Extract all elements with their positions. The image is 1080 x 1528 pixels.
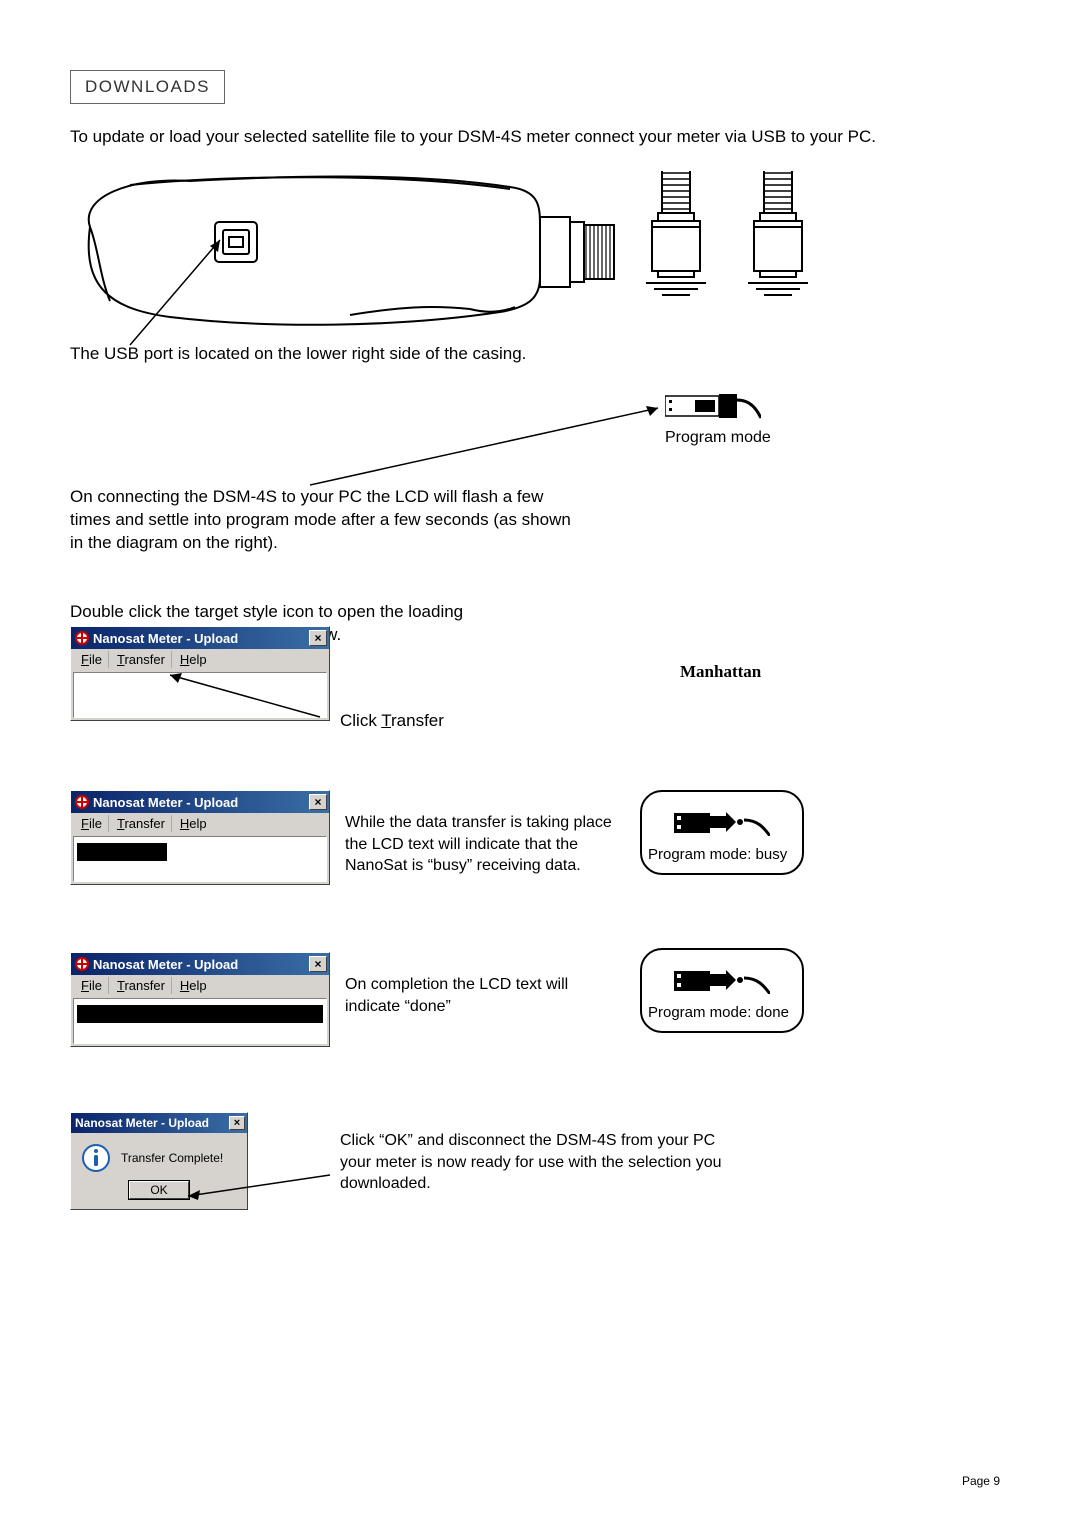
usb-plug-icon xyxy=(674,968,770,994)
usb-plug-icon-small xyxy=(665,392,761,420)
done-text: On completion the LCD text will indicate… xyxy=(345,974,605,1017)
lcd-busy-text: Program mode: busy xyxy=(648,846,796,863)
menu-transfer[interactable]: Transfer xyxy=(111,977,172,994)
usb-pointer-arrow xyxy=(70,150,270,360)
lcd-busy-bubble: Program mode: busy xyxy=(640,790,804,875)
upload-window-3: Nanosat Meter - Upload × File Transfer H… xyxy=(70,952,330,1047)
click-transfer-label: Click Transfer xyxy=(340,710,444,733)
titlebar: Nanosat Meter - Upload × xyxy=(71,627,329,649)
section-heading-downloads: DOWNLOADS xyxy=(70,70,225,104)
usb-plug-icon xyxy=(674,810,770,836)
menu-file[interactable]: File xyxy=(75,815,109,832)
titlebar: Nanosat Meter - Upload × xyxy=(71,791,329,813)
dialog-titlebar: Nanosat Meter - Upload × xyxy=(71,1113,247,1133)
upload-window-2: Nanosat Meter - Upload × File Transfer H… xyxy=(70,790,330,885)
window-title: Nanosat Meter - Upload xyxy=(93,631,238,646)
info-icon xyxy=(81,1143,111,1173)
app-icon xyxy=(75,957,89,971)
busy-text: While the data transfer is taking place … xyxy=(345,812,635,877)
menu-help[interactable]: Help xyxy=(174,815,214,832)
menu-help[interactable]: Help xyxy=(174,977,214,994)
menu-transfer[interactable]: Transfer xyxy=(111,815,172,832)
titlebar: Nanosat Meter - Upload × xyxy=(71,953,329,975)
program-mode-label: Program mode xyxy=(665,427,771,449)
window-body xyxy=(73,836,327,882)
page-number: Page 9 xyxy=(962,1474,1000,1488)
menu-bar: File Transfer Help xyxy=(71,813,329,834)
progress-bar-full xyxy=(77,1005,323,1023)
close-button[interactable]: × xyxy=(309,630,327,646)
menu-file[interactable]: File xyxy=(75,651,109,668)
dialog-title: Nanosat Meter - Upload xyxy=(75,1116,209,1130)
close-button[interactable]: × xyxy=(229,1116,245,1130)
intro-text: To update or load your selected satellit… xyxy=(70,126,1010,149)
transfer-arrow xyxy=(160,665,330,725)
program-mode-arrow xyxy=(310,400,680,490)
program-mode-icon-block: Program mode xyxy=(665,392,771,449)
window-title: Nanosat Meter - Upload xyxy=(93,795,238,810)
connect-instructions: On connecting the DSM-4S to your PC the … xyxy=(70,486,580,555)
menu-file[interactable]: File xyxy=(75,977,109,994)
progress-bar-partial xyxy=(77,843,167,861)
close-button[interactable]: × xyxy=(309,956,327,972)
brand-label: Manhattan xyxy=(680,662,761,682)
app-icon xyxy=(75,795,89,809)
lcd-done-text: Program mode: done xyxy=(648,1004,796,1021)
menu-bar: File Transfer Help xyxy=(71,975,329,996)
dialog-message: Transfer Complete! xyxy=(121,1151,223,1165)
lcd-done-bubble: Program mode: done xyxy=(640,948,804,1033)
window-body xyxy=(73,998,327,1044)
ok-instructions: Click “OK” and disconnect the DSM-4S fro… xyxy=(340,1130,740,1195)
f-connector-2 xyxy=(742,167,814,307)
close-button[interactable]: × xyxy=(309,794,327,810)
ok-pointer-arrow xyxy=(180,1170,340,1210)
window-title: Nanosat Meter - Upload xyxy=(93,957,238,972)
app-icon xyxy=(75,631,89,645)
f-connector-1 xyxy=(640,167,712,307)
